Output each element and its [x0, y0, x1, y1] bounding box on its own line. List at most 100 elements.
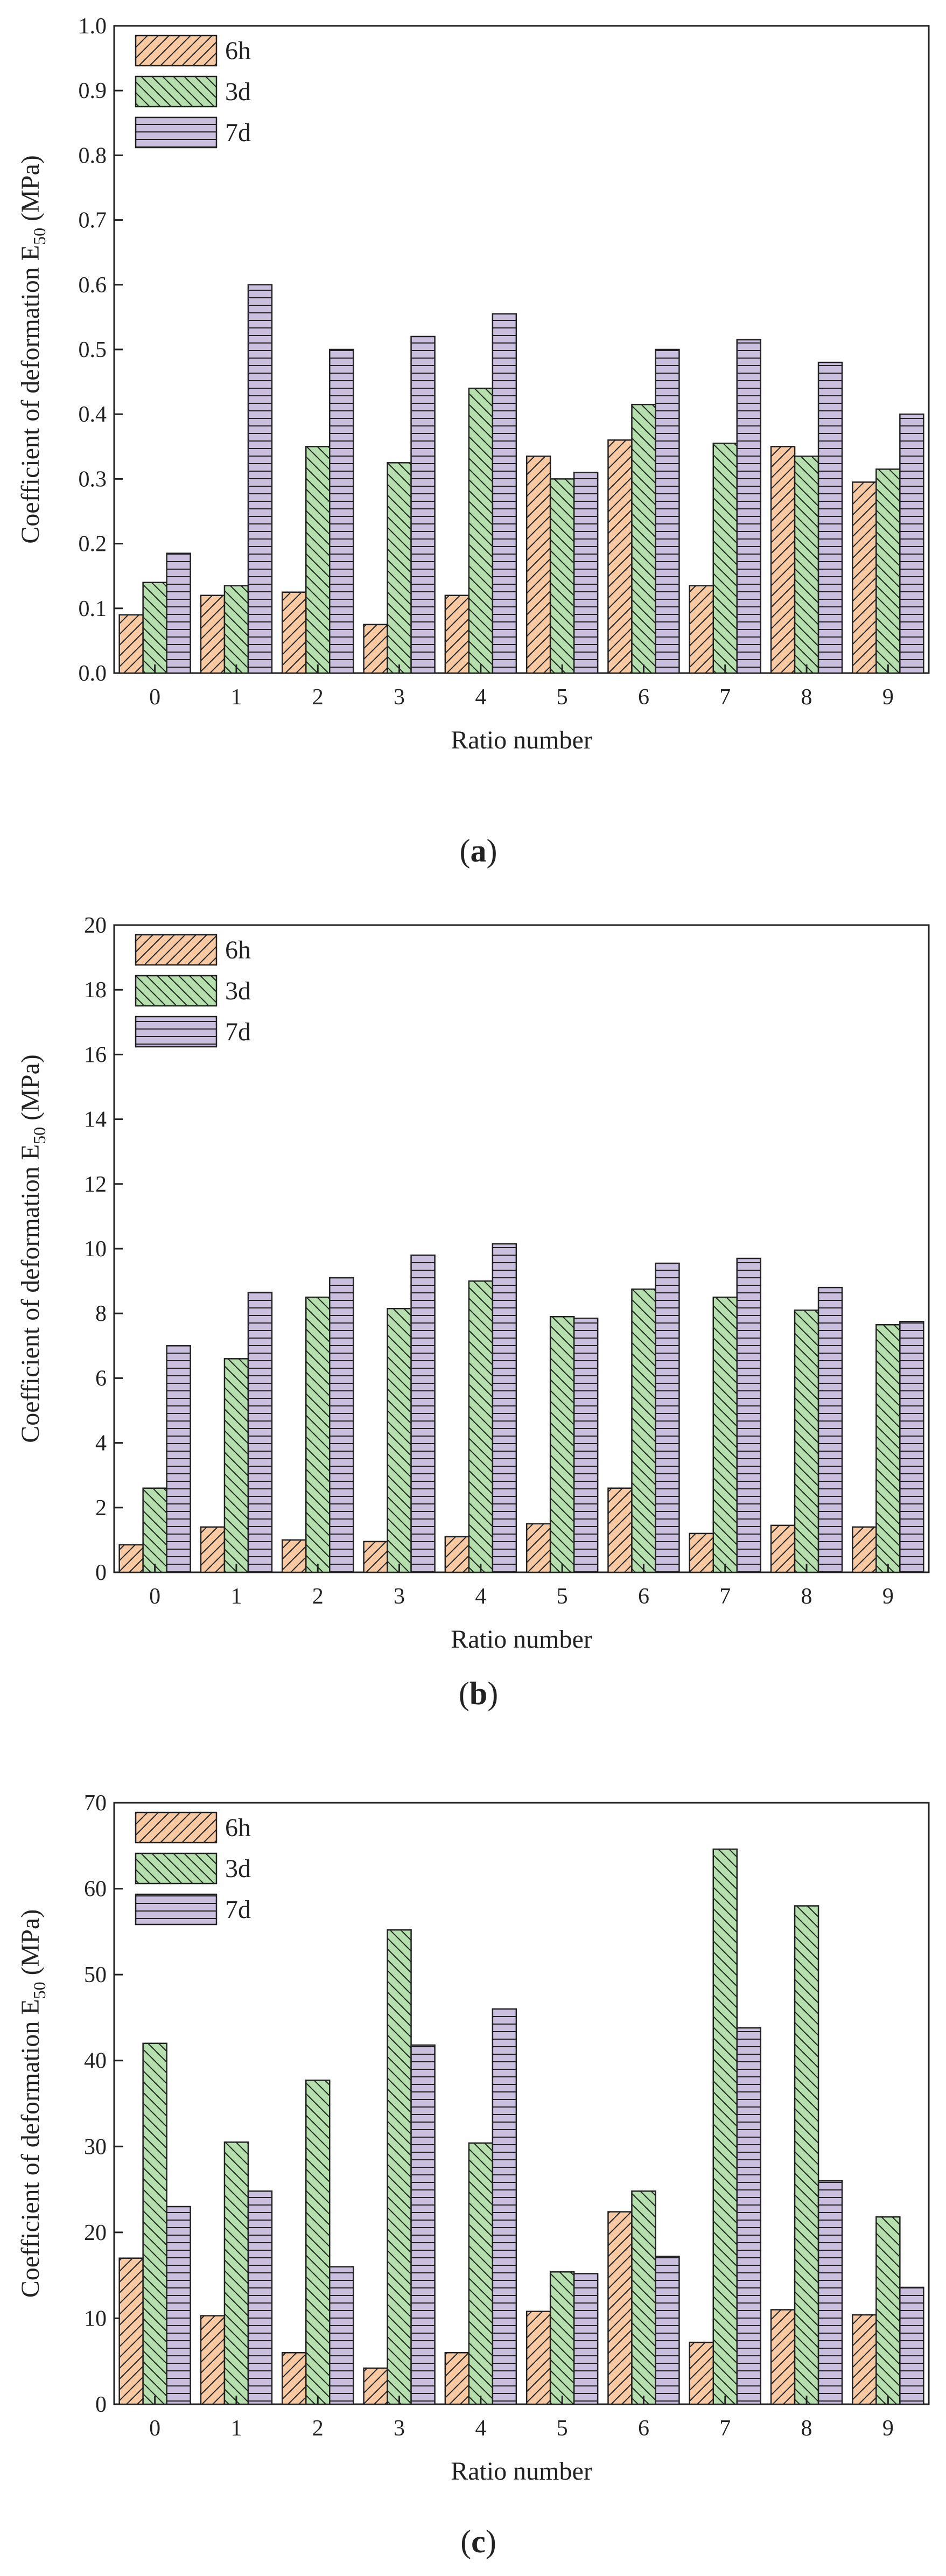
x-axis-label: Ratio number: [451, 1625, 592, 1654]
bar-7d-9: [899, 1320, 924, 1573]
x-tick-label: 0: [149, 2416, 160, 2441]
y-axis-label-main: Coefficient of deformation E: [16, 245, 45, 544]
y-tick-label: 0.1: [79, 597, 107, 621]
y-tick-label: 50: [84, 1963, 107, 1987]
bar-7d-5: [573, 1317, 599, 1573]
legend-swatch-3d: [135, 75, 218, 108]
bar-6h-9: [852, 2314, 877, 2405]
y-tick-label: 0.5: [79, 338, 107, 362]
x-tick-label: 9: [882, 2416, 894, 2441]
x-tick-label: 1: [230, 2416, 242, 2441]
bar-7d-4: [492, 313, 517, 674]
bar-3d-1: [223, 1358, 249, 1573]
y-tick-label: 6: [95, 1366, 107, 1391]
bar-6h-7: [689, 2341, 714, 2405]
bar-7d-3: [410, 2044, 436, 2405]
x-tick-label: 1: [230, 685, 242, 710]
bar-3d-7: [712, 1296, 738, 1573]
bar-6h-3: [363, 1541, 388, 1573]
legend-label-3d: 3d: [225, 78, 251, 106]
bar-6h-8: [770, 446, 796, 674]
bar-6h-8: [770, 2309, 796, 2405]
x-tick-label: 5: [557, 1584, 568, 1609]
bar-7d-4: [492, 2008, 517, 2405]
bar-3d-9: [875, 468, 901, 674]
bar-7d-3: [410, 335, 436, 674]
x-axis-label: Ratio number: [451, 726, 592, 754]
y-tick-label: 16: [84, 1042, 107, 1067]
y-axis-label-unit: (MPa): [16, 1054, 45, 1127]
x-tick-label: 9: [882, 685, 894, 710]
bar-7d-7: [736, 1257, 761, 1573]
x-tick-label: 6: [638, 2416, 649, 2441]
bar-6h-6: [607, 2211, 633, 2405]
y-tick-label: 70: [84, 1791, 107, 1816]
bar-3d-3: [387, 1307, 412, 1573]
bar-6h-9: [852, 1526, 877, 1573]
legend-swatch-7d: [135, 116, 218, 149]
bar-7d-6: [655, 1262, 680, 1573]
y-tick-label: 8: [95, 1301, 107, 1326]
y-axis-label-subscript: 50: [30, 228, 49, 245]
bar-6h-3: [363, 624, 388, 674]
legend-label-7d: 7d: [225, 1895, 251, 1924]
panel-caption: (a): [460, 833, 497, 869]
bar-6h-1: [200, 1526, 226, 1573]
bar-3d-2: [305, 2080, 331, 2405]
legend-label-6h: 6h: [225, 37, 251, 65]
bar-7d-6: [655, 2256, 680, 2405]
bar-3d-4: [468, 1280, 494, 1573]
legend-label-7d: 7d: [225, 118, 251, 147]
y-tick-label: 0.6: [79, 273, 107, 298]
bar-6h-4: [444, 594, 470, 674]
y-tick-label: 4: [95, 1431, 107, 1456]
legend-swatch-6h: [135, 1811, 218, 1844]
bar-6h-6: [607, 439, 633, 674]
bar-6h-5: [525, 2311, 551, 2405]
bar-7d-1: [247, 284, 273, 674]
y-axis-label: Coefficient of deformation E50 (MPa): [16, 1054, 49, 1443]
bar-3d-7: [712, 1848, 738, 2405]
x-tick-label: 2: [312, 1584, 324, 1609]
y-tick-label: 0: [95, 1560, 107, 1585]
x-tick-label: 1: [230, 1584, 242, 1609]
x-tick-label: 6: [638, 1584, 649, 1609]
bar-3d-2: [305, 1296, 331, 1573]
legend-swatch-7d: [135, 1893, 218, 1926]
bar-6h-9: [852, 481, 877, 674]
panel-caption: (c): [460, 2524, 496, 2559]
bar-3d-2: [305, 446, 331, 674]
y-tick-label: 0.4: [79, 402, 107, 427]
panel-caption-letter: c: [471, 2524, 486, 2559]
bar-7d-7: [736, 2027, 761, 2405]
bar-6h-2: [282, 1539, 307, 1573]
x-tick-label: 9: [882, 1584, 894, 1609]
y-tick-label: 10: [84, 2306, 107, 2331]
y-tick-label: 2: [95, 1496, 107, 1521]
y-axis-label-main: Coefficient of deformation E: [16, 1999, 45, 2298]
bar-6h-2: [282, 2352, 307, 2405]
x-tick-label: 5: [557, 2416, 568, 2441]
x-tick-label: 0: [149, 685, 160, 710]
bar-3d-3: [387, 462, 412, 674]
bar-7d-8: [817, 2180, 843, 2405]
bar-7d-6: [655, 348, 680, 674]
legend-label-3d: 3d: [225, 977, 251, 1005]
bar-3d-8: [794, 1905, 819, 2405]
x-tick-label: 3: [394, 1584, 405, 1609]
bar-6h-7: [689, 585, 714, 674]
bar-6h-2: [282, 591, 307, 674]
bar-6h-0: [118, 2257, 144, 2405]
y-axis-label-unit: (MPa): [16, 155, 45, 228]
bar-6h-0: [118, 1544, 144, 1573]
bar-3d-1: [223, 2141, 249, 2405]
x-tick-label: 8: [801, 685, 812, 710]
panel-caption: (b): [459, 1676, 498, 1711]
legend-label-6h: 6h: [225, 1814, 251, 1842]
y-tick-label: 30: [84, 2134, 107, 2159]
x-tick-label: 7: [719, 2416, 731, 2441]
bar-6h-5: [525, 456, 551, 674]
bar-7d-8: [817, 361, 843, 674]
bar-3d-8: [794, 1309, 819, 1573]
